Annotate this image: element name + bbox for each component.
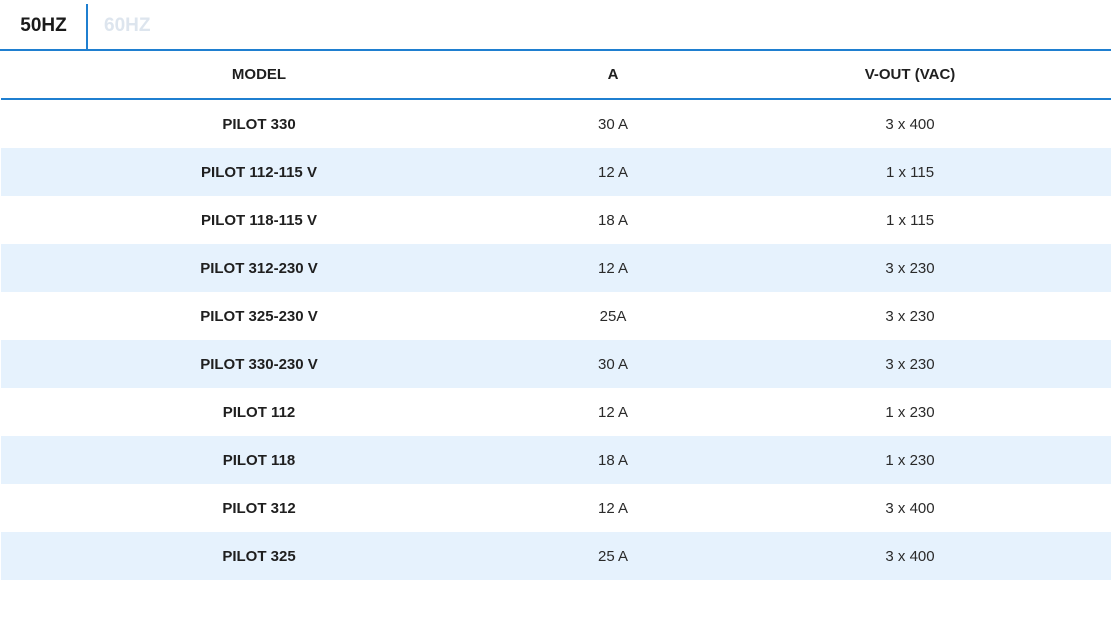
cell-voltage: 3 x 230 [885, 307, 935, 325]
model-specs-table: MODEL A V-OUT (VAC) PILOT 330 30 A 3 x 4… [1, 51, 1111, 580]
cell-current: 30 A [517, 340, 709, 388]
cell-voltage: 1 x 115 [709, 148, 1111, 196]
cell-model: PILOT 330 [222, 115, 296, 133]
cell-voltage: 3 x 230 [709, 244, 1111, 292]
cell-current: 12 A [597, 499, 629, 517]
cell-current: 18 A [597, 211, 629, 229]
cell-current: 12 A [597, 403, 629, 421]
tab-60hz[interactable]: 60HZ [104, 15, 151, 36]
cell-current: 18 A [517, 436, 709, 484]
table-row: PILOT 112-115 V 12 A 1 x 115 [1, 148, 1111, 196]
cell-current: 30 A [597, 115, 629, 133]
cell-model: PILOT 112 [222, 403, 296, 421]
cell-voltage: 1 x 115 [885, 211, 935, 229]
cell-voltage: 1 x 230 [709, 436, 1111, 484]
table-row: PILOT 312-230 V 12 A 3 x 230 [1, 244, 1111, 292]
cell-voltage: 1 x 230 [885, 403, 935, 421]
table-row: PILOT 325 25 A 3 x 400 [1, 532, 1111, 580]
cell-current: 25 A [517, 532, 709, 580]
cell-current: 25A [599, 307, 627, 325]
table-row: PILOT 312 12 A 3 x 400 [1, 484, 1111, 532]
cell-model: PILOT 325 [1, 532, 517, 580]
cell-voltage: 3 x 230 [709, 340, 1111, 388]
cell-current: 12 A [517, 148, 709, 196]
tab-50hz[interactable]: 50HZ [20, 15, 67, 36]
tab-divider [86, 4, 88, 49]
header-voltage-out: V-OUT (VAC) [709, 51, 1111, 100]
header-model: MODEL [1, 51, 517, 100]
table-row: PILOT 325-230 V 25A 3 x 230 [1, 292, 1111, 340]
frequency-tabs: 50HZ 60HZ [0, 0, 1111, 51]
cell-model: PILOT 312-230 V [1, 244, 517, 292]
cell-model: PILOT 312 [222, 499, 296, 517]
table-row: PILOT 118 18 A 1 x 230 [1, 436, 1111, 484]
header-current: A [517, 51, 709, 100]
cell-model: PILOT 118 [1, 436, 517, 484]
table-row: PILOT 330 30 A 3 x 400 [1, 99, 1111, 148]
cell-voltage: 3 x 400 [885, 115, 935, 133]
table-row: PILOT 330-230 V 30 A 3 x 230 [1, 340, 1111, 388]
cell-voltage: 3 x 400 [885, 499, 935, 517]
cell-voltage: 3 x 400 [709, 532, 1111, 580]
cell-current: 12 A [517, 244, 709, 292]
cell-model: PILOT 118-115 V [201, 211, 317, 229]
cell-model: PILOT 330-230 V [1, 340, 517, 388]
cell-model: PILOT 325-230 V [200, 307, 318, 325]
table-header-row: MODEL A V-OUT (VAC) [1, 51, 1111, 100]
table-row: PILOT 112 12 A 1 x 230 [1, 388, 1111, 436]
table-row: PILOT 118-115 V 18 A 1 x 115 [1, 196, 1111, 244]
cell-model: PILOT 112-115 V [1, 148, 517, 196]
